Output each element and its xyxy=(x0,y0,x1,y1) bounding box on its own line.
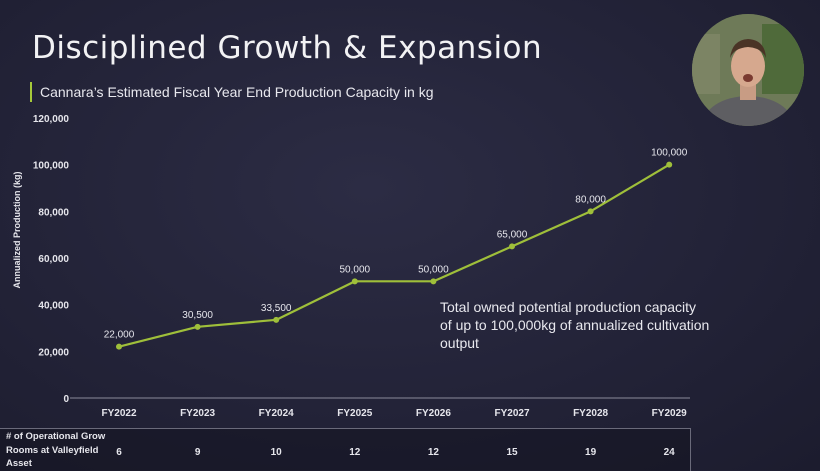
data-label: 80,000 xyxy=(575,194,606,205)
data-point xyxy=(194,323,201,330)
grow-rooms-row-label: # of Operational Grow Rooms at Valleyfie… xyxy=(6,431,106,469)
chart-subtitle: Cannara’s Estimated Fiscal Year End Prod… xyxy=(40,84,434,100)
grow-rooms-cell: 9 xyxy=(194,447,201,458)
grow-rooms-cell: 12 xyxy=(349,447,361,458)
data-label: 65,000 xyxy=(497,229,528,240)
series-line xyxy=(118,163,670,348)
data-point xyxy=(116,343,122,350)
x-tick-label: FY2028 xyxy=(573,408,608,419)
slide-title: Disciplined Growth & Expansion xyxy=(32,30,543,66)
data-label: 22,000 xyxy=(104,330,135,341)
grow-rooms-table xyxy=(0,428,691,471)
grow-rooms-cell: 19 xyxy=(585,447,597,458)
data-point xyxy=(430,278,437,285)
y-tick-label: 120,000 xyxy=(33,114,70,125)
presenter-webcam xyxy=(692,14,804,126)
x-tick-label: FY2023 xyxy=(180,408,215,419)
data-point xyxy=(666,161,673,168)
grow-rooms-cell: 24 xyxy=(663,447,675,458)
y-tick-label: 60,000 xyxy=(38,254,69,265)
y-tick-label: 40,000 xyxy=(38,301,69,312)
y-tick-label: 100,000 xyxy=(33,161,70,172)
subtitle-accent-bar xyxy=(30,82,32,102)
grow-rooms-cell: 12 xyxy=(427,447,439,458)
data-point xyxy=(351,278,358,285)
data-label: 100,000 xyxy=(651,148,688,159)
x-tick-label: FY2022 xyxy=(101,408,136,419)
grow-rooms-cell: 6 xyxy=(116,447,122,458)
data-point xyxy=(509,243,515,250)
grow-rooms-cell: 15 xyxy=(506,447,518,458)
x-axis-ticks: FY2022 FY2023 FY2024 FY2025 FY2026 FY2027 FY20… xyxy=(101,408,687,419)
data-label: 30,500 xyxy=(182,310,213,321)
subtitle-row: Cannara’s Estimated Fiscal Year End Prod… xyxy=(30,82,434,102)
x-tick-label: FY2027 xyxy=(494,408,529,419)
y-axis-label: Annualized Production (kg) xyxy=(12,172,22,289)
y-tick-label: 20,000 xyxy=(38,347,69,358)
x-tick-label: FY2029 xyxy=(652,408,687,419)
x-tick-label: FY2026 xyxy=(416,408,451,419)
chart-annotation: Total owned potential production capacit… xyxy=(440,299,710,351)
x-tick-label: FY2025 xyxy=(337,408,372,419)
y-tick-label: 80,000 xyxy=(38,207,69,218)
x-tick-label: FY2024 xyxy=(259,408,294,419)
production-series: 22,000 30,500 33,500 50,000 50,000 65,000 80,0… xyxy=(104,148,688,350)
grow-rooms-cell: 10 xyxy=(270,447,282,458)
presenter-video-image xyxy=(692,14,804,126)
y-tick-label: 0 xyxy=(63,394,69,405)
data-label: 50,000 xyxy=(340,264,371,275)
data-label: 33,500 xyxy=(261,303,292,314)
data-point xyxy=(273,316,280,323)
y-axis-ticks: 0 20,000 40,000 60,000 80,000 100,000 120,000 xyxy=(33,114,70,405)
data-point xyxy=(587,208,594,215)
data-label: 50,000 xyxy=(418,264,449,275)
